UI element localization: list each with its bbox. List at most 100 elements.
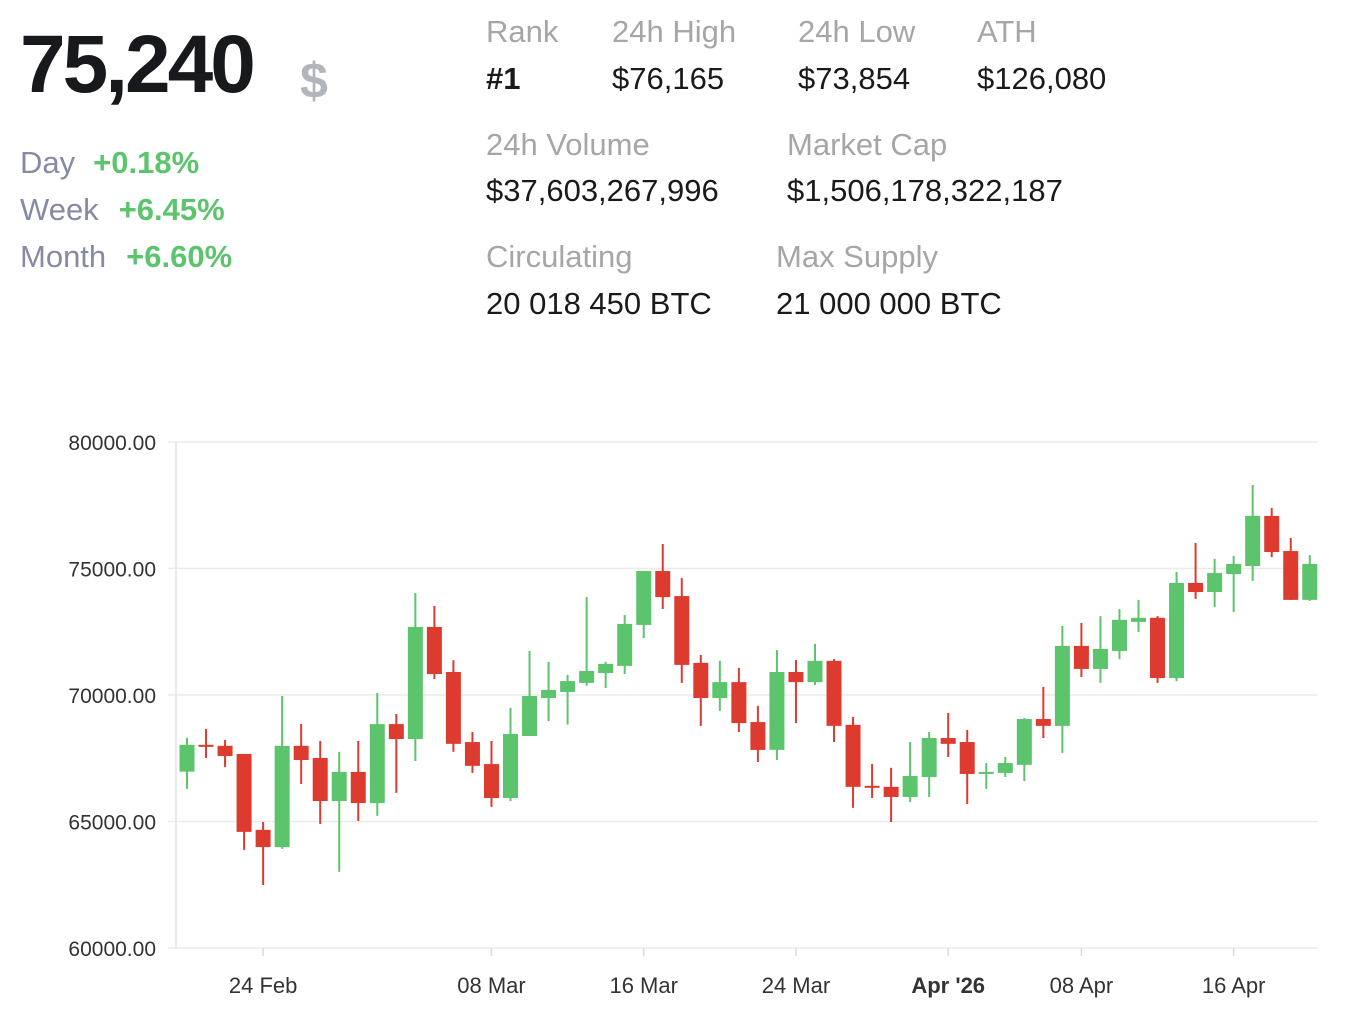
candle-2026-03-14[interactable] [598, 661, 614, 688]
candle-2026-03-23[interactable] [769, 649, 785, 761]
candle-2026-03-26[interactable] [826, 659, 842, 743]
candle-2026-02-20[interactable] [179, 737, 195, 789]
candle-2026-03-15[interactable] [617, 615, 633, 675]
candle-2026-03-04[interactable] [407, 593, 423, 762]
candle-2026-03-20[interactable] [712, 660, 728, 711]
candle-body [1169, 582, 1185, 679]
candle-2026-04-16[interactable] [1226, 555, 1242, 613]
candle-2026-04-14[interactable] [1188, 542, 1204, 599]
candle-2026-04-08[interactable] [1073, 622, 1089, 678]
candle-body [1264, 515, 1280, 553]
candle-2026-02-21[interactable] [198, 728, 214, 758]
candle-body [902, 775, 918, 797]
x-tick-label: 24 Feb [229, 973, 298, 998]
candle-2026-02-25[interactable] [274, 696, 290, 849]
candle-2026-03-12[interactable] [560, 675, 576, 725]
candle-2026-03-27[interactable] [845, 717, 861, 808]
candle-2026-03-09[interactable] [503, 707, 519, 802]
volume-value: $37,603,267,996 [486, 173, 719, 208]
circulating-value: 20 018 450 BTC [486, 286, 712, 321]
candle-2026-03-11[interactable] [541, 661, 557, 722]
candle-2026-03-01[interactable] [350, 741, 366, 821]
candle-2026-03-25[interactable] [807, 643, 823, 685]
candle-2026-03-06[interactable] [445, 660, 461, 752]
candle-2026-03-03[interactable] [388, 713, 404, 793]
candle-2026-03-16[interactable] [636, 571, 652, 639]
candle-2026-04-15[interactable] [1207, 558, 1223, 607]
candle-2026-03-21[interactable] [731, 667, 747, 732]
change-week: Week +6.45% [20, 192, 225, 228]
candle-2026-03-22[interactable] [750, 705, 766, 763]
candle-body [864, 785, 880, 788]
x-tick-label: 16 Mar [609, 973, 677, 998]
candle-2026-04-01[interactable] [940, 712, 956, 757]
candle-2026-04-02[interactable] [959, 729, 975, 805]
candle-2026-03-10[interactable] [522, 650, 538, 736]
volume-label: 24h Volume [486, 127, 650, 162]
candle-2026-03-08[interactable] [483, 741, 499, 807]
candle-body [1035, 719, 1051, 726]
candle-body [1131, 617, 1146, 622]
candle-2026-02-27[interactable] [312, 741, 328, 825]
candle-2026-03-28[interactable] [864, 764, 880, 798]
candle-2026-04-19[interactable] [1283, 537, 1299, 600]
candle-body [350, 771, 366, 804]
candle-2026-04-09[interactable] [1092, 616, 1108, 683]
candle-body [483, 764, 499, 798]
candle-2026-04-17[interactable] [1245, 485, 1261, 581]
candle-body [1150, 617, 1166, 679]
x-tick-label: 24 Mar [762, 973, 830, 998]
y-tick-label: 70000.00 [68, 685, 156, 708]
candle-2026-04-10[interactable] [1111, 608, 1127, 660]
candle-body [522, 696, 538, 736]
low-24h-label: 24h Low [798, 14, 916, 49]
candle-2026-03-30[interactable] [902, 742, 918, 803]
candle-2026-02-26[interactable] [293, 724, 309, 785]
candle-2026-03-07[interactable] [464, 731, 480, 773]
candle-body [731, 682, 747, 724]
candle-2026-02-28[interactable] [331, 751, 347, 872]
y-tick-label: 75000.00 [68, 559, 156, 582]
candle-body [712, 682, 728, 699]
change-label: Month [20, 239, 107, 274]
candle-2026-03-19[interactable] [693, 655, 709, 726]
candle-2026-03-24[interactable] [788, 660, 804, 724]
rank-label: Rank [486, 14, 559, 49]
high-24h-value: $76,165 [612, 61, 725, 96]
candle-2026-02-24[interactable] [255, 822, 271, 886]
candle-2026-04-18[interactable] [1264, 508, 1280, 558]
candle-body [1302, 563, 1318, 600]
candle-body [388, 724, 404, 740]
candle-2026-04-03[interactable] [978, 763, 994, 789]
candle-2026-02-23[interactable] [236, 753, 252, 850]
candle-body [541, 689, 557, 699]
max-supply-label: Max Supply [776, 239, 938, 274]
candle-2026-04-04[interactable] [997, 756, 1013, 777]
candle-2026-03-17[interactable] [655, 543, 671, 609]
candle-body [1283, 551, 1299, 600]
candle-2026-04-07[interactable] [1054, 625, 1070, 753]
candle-2026-04-11[interactable] [1131, 599, 1146, 633]
candle-2026-03-31[interactable] [921, 731, 937, 797]
candle-2026-03-05[interactable] [426, 605, 442, 680]
candle-2026-04-13[interactable] [1169, 572, 1185, 682]
candle-body [655, 571, 671, 598]
candle-2026-04-06[interactable] [1035, 686, 1051, 739]
candle-body [959, 742, 975, 774]
candle-2026-03-29[interactable] [883, 767, 899, 823]
x-tick-label: 16 Apr [1202, 973, 1266, 998]
candle-2026-04-12[interactable] [1150, 616, 1166, 683]
candle-2026-04-05[interactable] [1016, 718, 1032, 782]
candle-body [1073, 645, 1089, 669]
candle-2026-03-02[interactable] [369, 692, 385, 816]
candle-body [1016, 719, 1032, 765]
y-tick-label: 80000.00 [68, 432, 156, 455]
change-value: +6.45% [118, 192, 225, 227]
candle-2026-03-18[interactable] [674, 578, 690, 683]
candle-2026-03-13[interactable] [579, 597, 595, 686]
candle-body [788, 671, 804, 683]
x-tick-label: Apr '26 [911, 973, 985, 998]
candle-2026-04-20[interactable] [1302, 555, 1318, 601]
candle-2026-02-22[interactable] [217, 740, 233, 768]
